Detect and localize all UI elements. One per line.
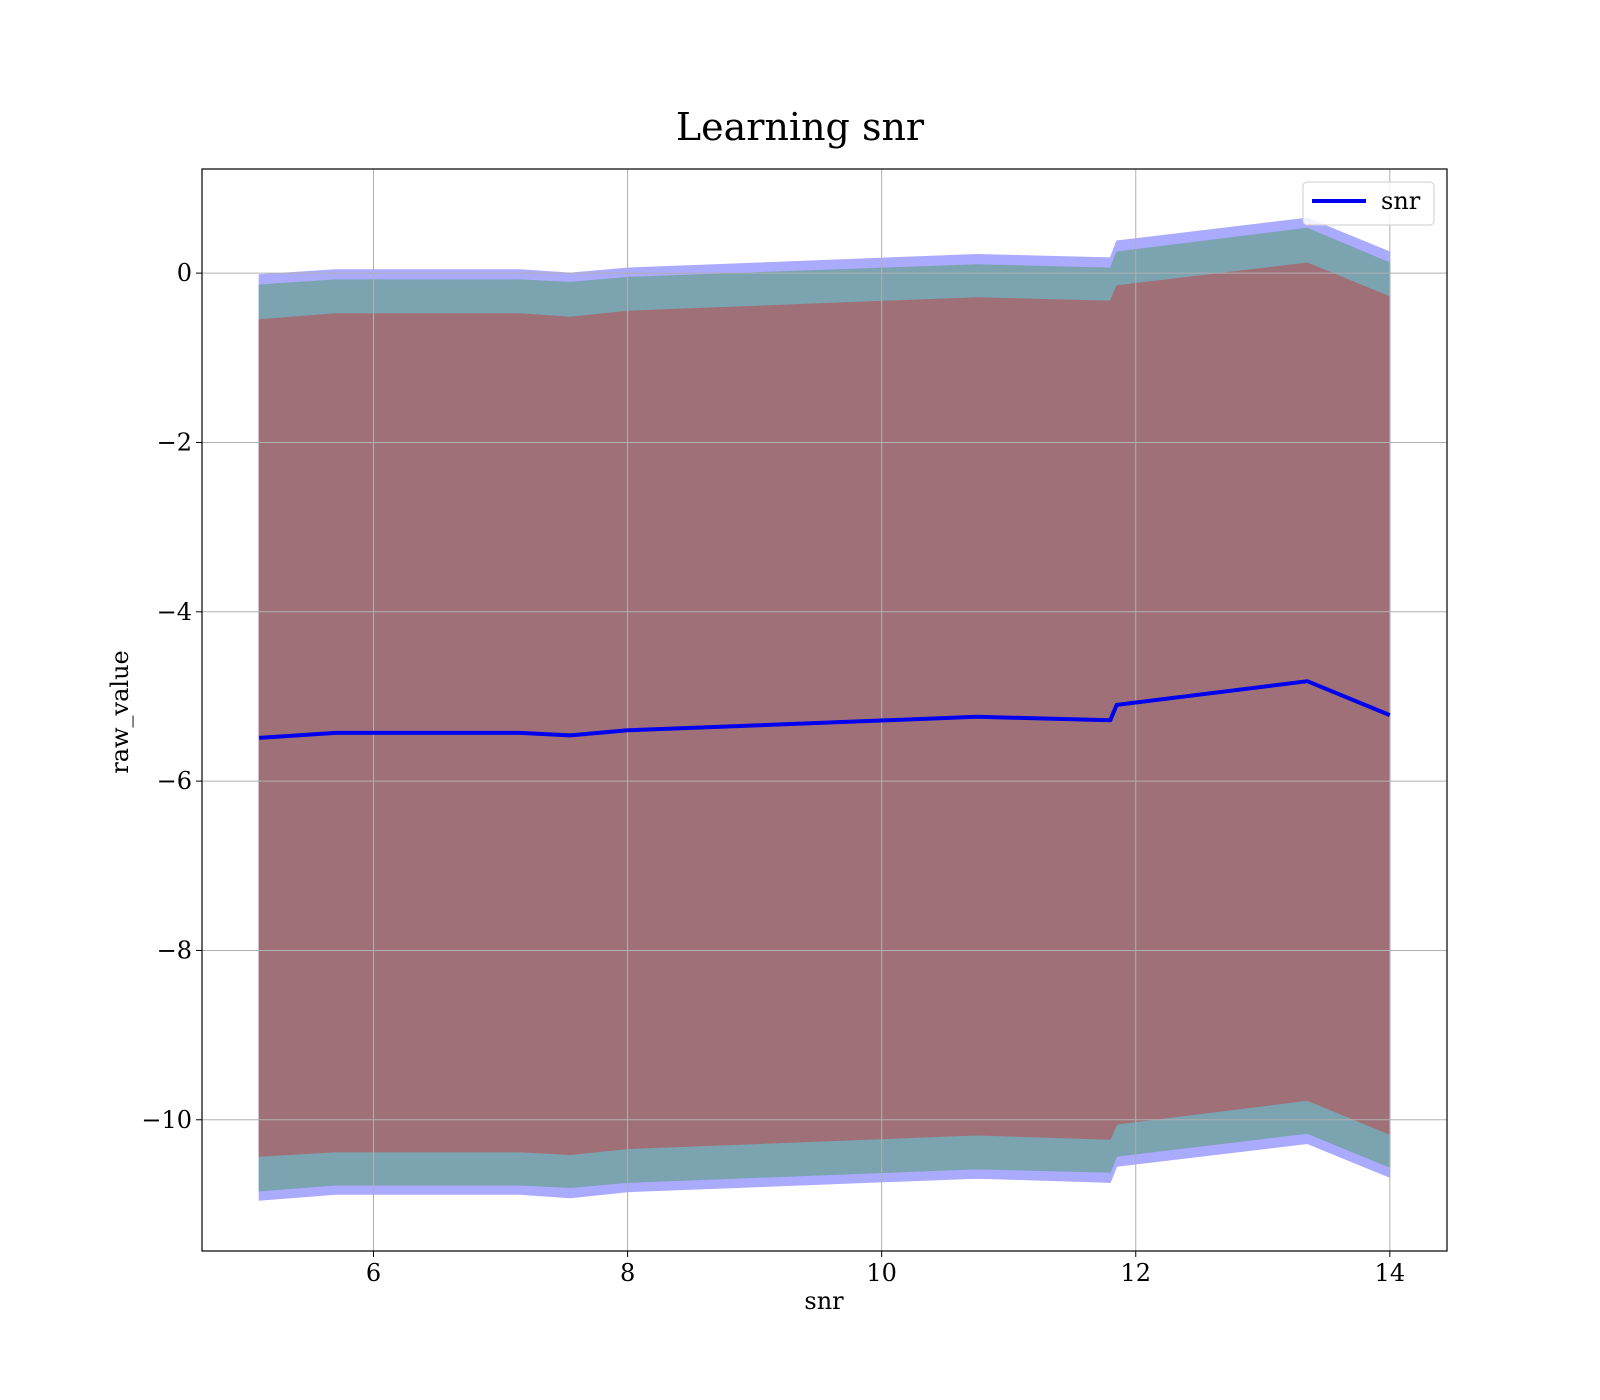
legend-box bbox=[1302, 181, 1435, 226]
x-tick-label: 12 bbox=[1120, 1259, 1151, 1287]
legend: snr bbox=[1302, 181, 1435, 226]
y-tick-label: −2 bbox=[157, 428, 192, 456]
series-line-snr bbox=[259, 679, 1391, 740]
plot-frame bbox=[201, 168, 1448, 1252]
y-tick-label: −8 bbox=[157, 936, 192, 964]
y-tick-label: −10 bbox=[141, 1106, 192, 1134]
chart-title: Learning snr bbox=[676, 105, 925, 149]
y-axis-ticks: 0 −2 −4 −6 −8 −10 bbox=[141, 259, 202, 1134]
x-axis-ticks: 6 8 10 12 14 bbox=[366, 1251, 1405, 1287]
x-tick-label: 10 bbox=[866, 1259, 897, 1287]
y-axis-label: raw_value bbox=[106, 650, 134, 774]
x-tick-label: 14 bbox=[1375, 1259, 1406, 1287]
x-axis-label: snr bbox=[804, 1287, 844, 1315]
series-lines bbox=[259, 679, 1391, 740]
y-tick-label: −4 bbox=[157, 598, 192, 626]
legend-label-snr: snr bbox=[1381, 187, 1421, 215]
x-tick-label: 8 bbox=[620, 1259, 635, 1287]
y-tick-label: 0 bbox=[177, 259, 192, 287]
x-tick-label: 6 bbox=[366, 1259, 381, 1287]
grid bbox=[202, 169, 1447, 1251]
y-tick-label: −6 bbox=[157, 767, 192, 795]
confidence-bands bbox=[258, 217, 1391, 1201]
band-2 bbox=[258, 262, 1391, 1157]
